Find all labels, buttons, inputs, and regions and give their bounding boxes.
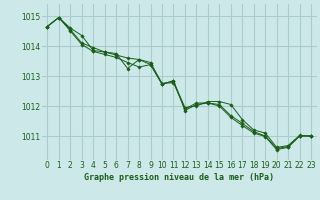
X-axis label: Graphe pression niveau de la mer (hPa): Graphe pression niveau de la mer (hPa)	[84, 173, 274, 182]
